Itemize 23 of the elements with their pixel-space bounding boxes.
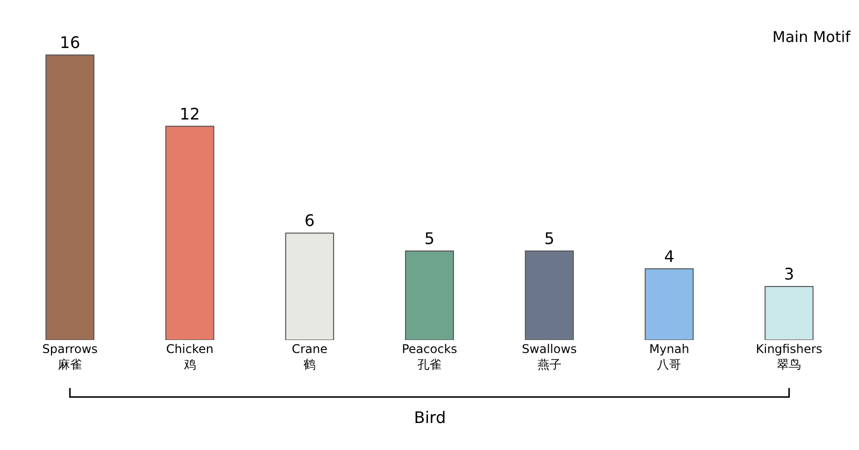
bar xyxy=(45,54,94,340)
x-axis-title: Bird xyxy=(414,408,446,427)
x-tick-label: Peacocks 孔雀 xyxy=(402,342,458,372)
x-tick-label: Mynah 八哥 xyxy=(649,342,690,372)
bar xyxy=(524,250,574,340)
chart-title: Main Motif xyxy=(772,28,852,46)
data-label: 6 xyxy=(304,211,315,230)
x-tick-label: Crane 鹤 xyxy=(292,342,328,372)
data-label: 12 xyxy=(180,104,200,124)
x-tick-label: Swallows 燕子 xyxy=(522,342,577,372)
bar xyxy=(165,126,214,340)
data-label: 5 xyxy=(544,228,554,248)
x-tick-label: Kingfishers 翠鸟 xyxy=(756,342,822,372)
bar xyxy=(285,232,334,340)
data-label: 3 xyxy=(784,264,794,284)
bar xyxy=(405,250,454,340)
data-label: 16 xyxy=(60,33,80,52)
x-tick-label: Chicken 鸡 xyxy=(166,342,214,372)
data-label: 5 xyxy=(424,228,435,248)
bar xyxy=(764,286,814,340)
x-tick-label: Sparrows 麻雀 xyxy=(42,342,98,372)
data-label: 4 xyxy=(664,246,674,266)
bar xyxy=(644,268,694,340)
